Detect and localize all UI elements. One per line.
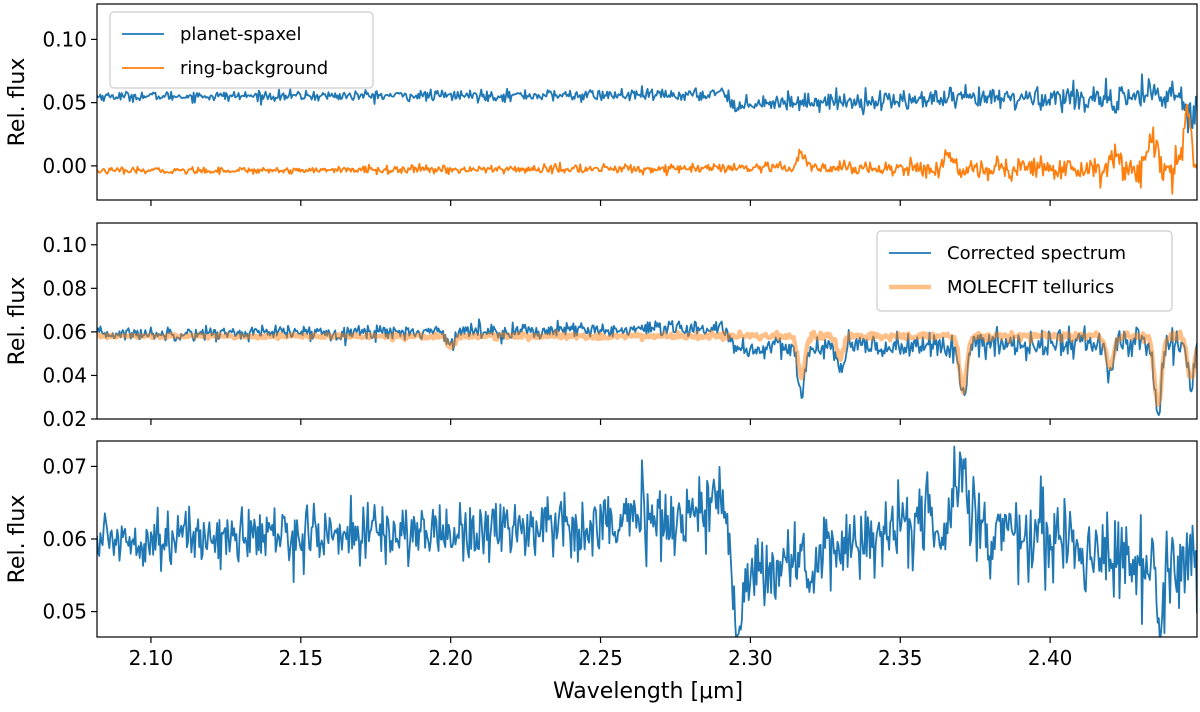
- legend-label: Corrected spectrum: [947, 243, 1126, 264]
- legend: planet-spaxel ring-background: [109, 11, 374, 89]
- legend-label: planet-spaxel: [180, 24, 302, 45]
- axes-frame: [96, 222, 1198, 420]
- y-tick-label: 0.02: [42, 407, 87, 431]
- y-axis-label: Rel. flux: [5, 277, 30, 366]
- y-tick-label: 0.06: [42, 320, 87, 344]
- y-tick-label: 0.05: [42, 600, 87, 624]
- y-tick-label: 0.08: [42, 276, 87, 300]
- panel-middle: 0.02 0.04 0.06 0.08 0.10 Rel. flux Corrected s…: [5, 222, 1198, 431]
- x-tick-label: 2.25: [578, 646, 623, 670]
- y-tick-label: 0.10: [42, 27, 87, 51]
- panel-top: 0.00 0.05 0.10 Rel. flux planet-spaxel ring-b…: [5, 3, 1198, 206]
- legend-frame: [876, 230, 1173, 312]
- x-tick-label: 2.15: [279, 646, 324, 670]
- y-tick-label: 0.05: [42, 91, 87, 115]
- legend-label: MOLECFIT tellurics: [947, 277, 1114, 298]
- x-tick-label: 2.35: [878, 646, 923, 670]
- y-tick-label: 0.07: [42, 454, 87, 478]
- y-tick-label: 0.04: [42, 363, 87, 387]
- series-line-spectrum: [97, 445, 1197, 637]
- y-tick-label: 0.10: [42, 233, 87, 257]
- x-tick-label: 2.20: [428, 646, 473, 670]
- x-axis-label: Wavelength [μm]: [553, 679, 743, 704]
- legend-label: ring-background: [180, 58, 328, 79]
- y-axis-label: Rel. flux: [5, 495, 30, 584]
- panel-bottom: 0.05 0.06 0.07 2.10 2.15 2.20 2.25 2.30 2.35 2.40…: [5, 440, 1198, 670]
- axes-frame: [96, 3, 1198, 201]
- series-line-molecfit-tellurics: [97, 329, 1197, 408]
- y-axis-label: Rel. flux: [5, 58, 30, 147]
- x-tick-label: 2.40: [1028, 646, 1073, 670]
- series-line-ring-background: [97, 103, 1197, 195]
- x-tick-label: 2.10: [129, 646, 174, 670]
- y-tick-label: 0.06: [42, 527, 87, 551]
- legend-frame: [109, 11, 374, 89]
- x-tick-label: 2.30: [728, 646, 773, 670]
- legend: Corrected spectrum MOLECFIT tellurics: [876, 230, 1173, 312]
- series-line-planet-spaxel: [97, 73, 1197, 134]
- y-tick-label: 0.00: [42, 154, 87, 178]
